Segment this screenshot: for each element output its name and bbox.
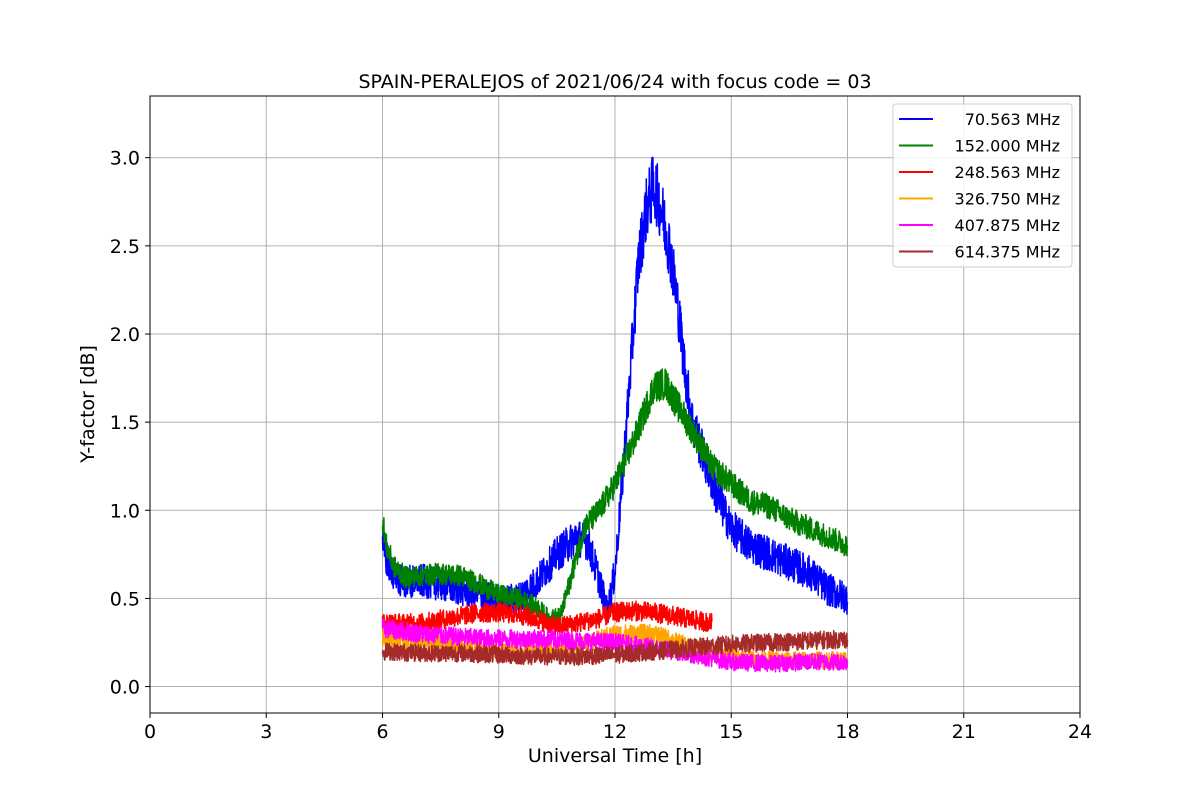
x-axis-label: Universal Time [h]: [528, 745, 702, 767]
series-line-6: [381, 629, 849, 667]
x-tick-label: 18: [835, 721, 859, 743]
legend-label: 248.563 MHz: [955, 163, 1060, 182]
x-tick-label: 12: [603, 721, 627, 743]
legend-label: 152.000 MHz: [955, 137, 1060, 156]
series-line-3: [381, 600, 713, 637]
legend-label: 70.563 MHz: [965, 110, 1060, 129]
y-tick-label: 0.0: [110, 677, 140, 699]
chart-title: SPAIN-PERALEJOS of 2021/06/24 with focus…: [358, 71, 871, 93]
y-tick-label: 1.5: [110, 412, 140, 434]
x-tick-label: 21: [952, 721, 976, 743]
y-tick-label: 1.0: [110, 500, 140, 522]
x-tick-label: 0: [144, 721, 156, 743]
y-axis-label: Y-factor [dB]: [77, 345, 99, 464]
x-tick-label: 15: [719, 721, 743, 743]
legend-label: 614.375 MHz: [955, 243, 1060, 262]
axis-ticks: 0 3 6 9 12 15 18 21 24 0.0 0.5 1.0 1.5 2.0 2.5 3.0: [110, 148, 1092, 743]
legend-label: 326.750 MHz: [955, 190, 1060, 209]
legend-label: 407.875 MHz: [955, 216, 1060, 235]
y-tick-label: 3.0: [110, 148, 140, 170]
y-tick-label: 0.5: [110, 588, 140, 610]
legend: 70.563 MHz 152.000 MHz 248.563 MHz 326.750 …: [892, 103, 1073, 268]
x-tick-label: 6: [376, 721, 388, 743]
series-line-1: [381, 156, 849, 622]
y-tick-label: 2.0: [110, 324, 140, 346]
legend-frame: [892, 103, 1073, 268]
y-tick-label: 2.5: [110, 236, 140, 258]
x-tick-label: 24: [1068, 721, 1092, 743]
series-line-2: [381, 368, 849, 630]
x-tick-label: 3: [260, 721, 272, 743]
series-layer: [381, 156, 849, 673]
x-tick-label: 9: [493, 721, 505, 743]
series-line-5: [381, 618, 849, 673]
